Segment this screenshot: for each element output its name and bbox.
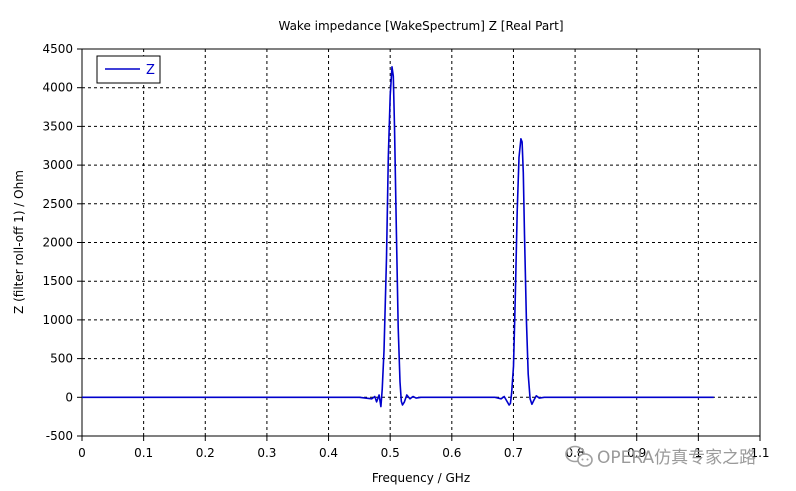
ticks: 0 0.1 0.2 0.3 0.4 0.5 0.6 0.7 0.8 0.9 1 1.1-5000500… (42, 42, 769, 460)
x-tick-label: 1.1 (750, 446, 769, 460)
y-tick-label: 2500 (42, 197, 73, 211)
x-tick-label: 0.1 (134, 446, 153, 460)
y-axis-title: Z (filter roll-off 1) / Ohm (12, 170, 26, 314)
y-tick-label: -500 (46, 429, 73, 443)
y-tick-label: 500 (50, 352, 73, 366)
chart-title: Wake impedance [WakeSpectrum] Z [Real Pa… (278, 19, 563, 33)
x-tick-label: 0.5 (381, 446, 400, 460)
wechat-icon (565, 445, 593, 467)
x-tick-label: 0.4 (319, 446, 338, 460)
y-tick-label: 1000 (42, 313, 73, 327)
series-layer (82, 66, 714, 408)
y-tick-label: 3500 (42, 119, 73, 133)
x-tick-label: 0.7 (504, 446, 523, 460)
watermark: OPERA仿真专家之路 (565, 445, 756, 468)
legend-label-z: Z (146, 63, 155, 78)
y-tick-label: 4000 (42, 81, 73, 95)
x-tick-label: 0.2 (196, 446, 215, 460)
y-tick-label: 0 (65, 390, 73, 404)
y-tick-label: 4500 (42, 42, 73, 56)
series-line-z (82, 66, 714, 408)
y-tick-label: 2000 (42, 236, 73, 250)
legend: Z (96, 55, 161, 84)
y-tick-label: 1500 (42, 274, 73, 288)
watermark-text: OPERA仿真专家之路 (597, 448, 756, 468)
x-axis-title: Frequency / GHz (372, 471, 470, 485)
grid (82, 49, 760, 436)
y-tick-label: 3000 (42, 158, 73, 172)
x-tick-label: 0.3 (257, 446, 276, 460)
x-tick-label: 0 (78, 446, 86, 460)
x-tick-label: 1 (695, 446, 703, 460)
x-tick-label: 0.6 (442, 446, 461, 460)
x-tick-label: 0.9 (627, 446, 646, 460)
